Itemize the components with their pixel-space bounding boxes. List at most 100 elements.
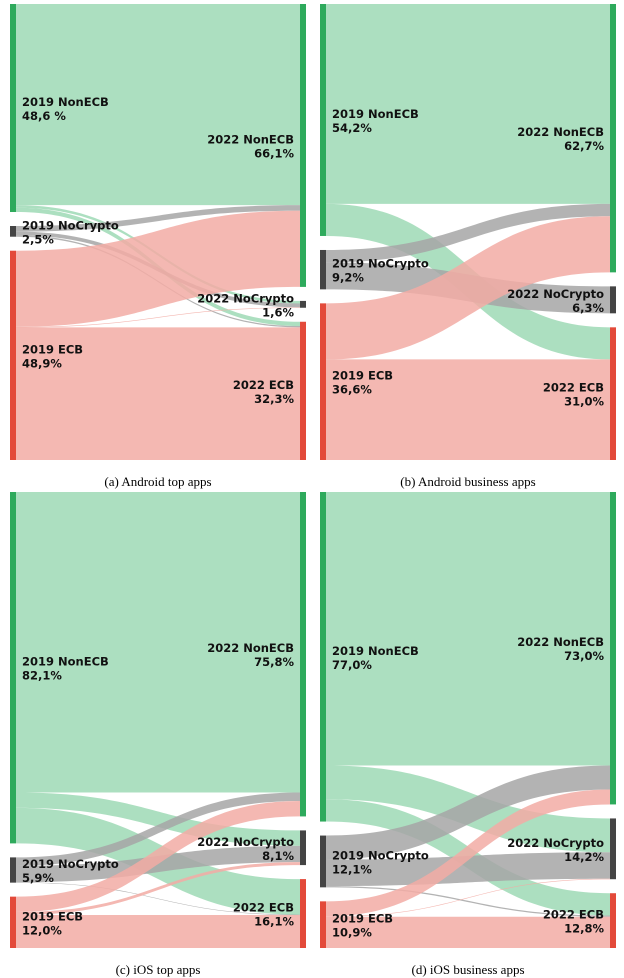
- node-percent-label: 48,6 %: [22, 109, 66, 123]
- node-name-label: 2022 NonECB: [207, 641, 294, 655]
- node-percent-label: 32,3%: [254, 392, 294, 406]
- flow-nocrypto-to-ecb: [16, 882, 300, 916]
- node-bar-left-nonecb: [10, 4, 16, 213]
- node-percent-label: 9,2%: [332, 271, 364, 285]
- flow-ecb-to-nonecb: [326, 789, 610, 917]
- node-percent-label: 66,1%: [254, 146, 294, 160]
- node-name-label: 2022 NoCrypto: [507, 836, 604, 850]
- node-percent-label: 75,8%: [254, 655, 294, 669]
- node-bar-right-nonecb: [300, 492, 306, 817]
- sankey-panel-ios-business: 2019 NonECB 77,0% 2019 NoCrypto 12,1% 2019 E…: [318, 492, 618, 977]
- panel-caption: (b) Android business apps: [400, 474, 536, 489]
- node-name-label: 2022 NoCrypto: [197, 835, 294, 849]
- node-name-label: 2022 ECB: [233, 901, 294, 915]
- flow-nocrypto-to-nonecb: [326, 765, 610, 860]
- node-bar-right-ecb: [300, 879, 306, 948]
- flow-ecb-to-nonecb: [16, 801, 300, 913]
- node-bar-left-nonecb: [10, 492, 16, 844]
- node-percent-label: 2,5%: [22, 232, 54, 246]
- node-bar-left-nonecb: [320, 4, 326, 236]
- node-bar-right-ecb: [300, 321, 306, 460]
- flow-nocrypto-to-ecb: [326, 886, 610, 917]
- node-bar-left-nocrypto: [320, 835, 326, 888]
- node-bar-left-ecb: [320, 901, 326, 948]
- node-bar-right-nonecb: [610, 492, 616, 805]
- node-bar-right-ecb: [610, 893, 616, 948]
- flow-ecb-to-nocrypto: [16, 862, 300, 916]
- node-bar-left-nonecb: [320, 492, 326, 822]
- node-bar-left-ecb: [10, 896, 16, 948]
- node-name-label: 2022 ECB: [233, 378, 294, 392]
- node-percent-label: 77,0%: [332, 658, 372, 672]
- flow-ecb-to-ecb: [16, 915, 300, 948]
- node-name-label: 2019 NoCrypto: [332, 848, 429, 862]
- node-bar-left-nocrypto: [10, 226, 16, 237]
- node-percent-label: 12,0%: [22, 923, 62, 937]
- node-percent-label: 82,1%: [22, 669, 62, 683]
- node-bar-left-nocrypto: [320, 249, 326, 290]
- panel-caption: (d) iOS business apps: [411, 962, 525, 977]
- flow-ecb-to-nonecb: [16, 210, 300, 327]
- flow-nocrypto-to-nonecb: [16, 205, 300, 232]
- node-bar-right-nonecb: [300, 4, 306, 287]
- node-name-label: 2022 ECB: [543, 908, 604, 922]
- panel-caption: (a) Android top apps: [104, 474, 212, 489]
- node-percent-label: 31,0%: [564, 395, 604, 409]
- node-name-label: 2019 NoCrypto: [22, 857, 119, 871]
- sankey-panel-android-top: 2019 NonECB 48,6 % 2019 NoCrypto 2,5% 2019 E…: [8, 4, 308, 489]
- node-bar-left-ecb: [320, 303, 326, 460]
- flow-nonecb-to-nonecb: [16, 492, 300, 793]
- node-name-label: 2022 NonECB: [517, 635, 604, 649]
- sankey-panel-android-business: 2019 NonECB 54,2% 2019 NoCrypto 9,2% 2019 EC…: [318, 4, 618, 489]
- node-name-label: 2019 ECB: [22, 342, 83, 356]
- node-name-label: 2022 NoCrypto: [507, 287, 604, 301]
- panel-caption: (c) iOS top apps: [115, 962, 201, 977]
- node-bar-right-nocrypto: [300, 830, 306, 866]
- flow-nonecb-to-nonecb: [326, 492, 610, 766]
- node-bar-right-ecb: [610, 327, 616, 460]
- node-bar-left-ecb: [10, 250, 16, 460]
- node-percent-label: 12,8%: [564, 922, 604, 936]
- node-percent-label: 36,6%: [332, 383, 372, 397]
- node-name-label: 2019 ECB: [332, 912, 393, 926]
- node-name-label: 2022 NonECB: [517, 125, 604, 139]
- node-name-label: 2022 NonECB: [207, 132, 294, 146]
- node-name-label: 2019 NoCrypto: [22, 218, 119, 232]
- node-name-label: 2019 NonECB: [332, 107, 419, 121]
- node-percent-label: 73,0%: [564, 649, 604, 663]
- node-name-label: 2019 NoCrypto: [332, 257, 429, 271]
- node-percent-label: 1,6%: [262, 305, 294, 319]
- node-percent-label: 16,1%: [254, 915, 294, 929]
- flow-nonecb-to-nonecb: [16, 4, 300, 206]
- node-percent-label: 5,9%: [22, 871, 54, 885]
- flow-ecb-to-ecb: [326, 916, 610, 948]
- node-percent-label: 6,3%: [572, 301, 604, 315]
- node-percent-label: 10,9%: [332, 926, 372, 940]
- node-bar-right-nocrypto: [300, 300, 306, 308]
- node-percent-label: 14,2%: [564, 850, 604, 864]
- node-percent-label: 54,2%: [332, 121, 372, 135]
- node-name-label: 2019 NonECB: [332, 644, 419, 658]
- flow-nocrypto-to-nonecb: [326, 203, 610, 263]
- flow-ecb-to-nocrypto: [16, 307, 300, 328]
- flow-nocrypto-to-nocrypto: [326, 852, 610, 887]
- node-bar-right-nocrypto: [610, 286, 616, 314]
- node-percent-label: 12,1%: [332, 862, 372, 876]
- node-percent-label: 8,1%: [262, 849, 294, 863]
- flow-ecb-to-ecb: [16, 327, 300, 460]
- node-name-label: 2019 NonECB: [22, 95, 109, 109]
- node-bar-left-nocrypto: [10, 857, 16, 883]
- sankey-panel-ios-top: 2019 NonECB 82,1% 2019 NoCrypto 5,9% 2019 EC…: [8, 492, 308, 977]
- flow-nonecb-to-nonecb: [326, 4, 610, 204]
- node-name-label: 2019 NonECB: [22, 655, 109, 669]
- flow-ecb-to-ecb: [326, 359, 610, 460]
- node-bar-right-nocrypto: [610, 818, 616, 880]
- node-name-label: 2019 ECB: [332, 369, 393, 383]
- node-percent-label: 48,9%: [22, 356, 62, 370]
- node-percent-label: 62,7%: [564, 139, 604, 153]
- flow-nonecb-to-nocrypto: [16, 792, 300, 846]
- flow-ecb-to-nonecb: [326, 216, 610, 360]
